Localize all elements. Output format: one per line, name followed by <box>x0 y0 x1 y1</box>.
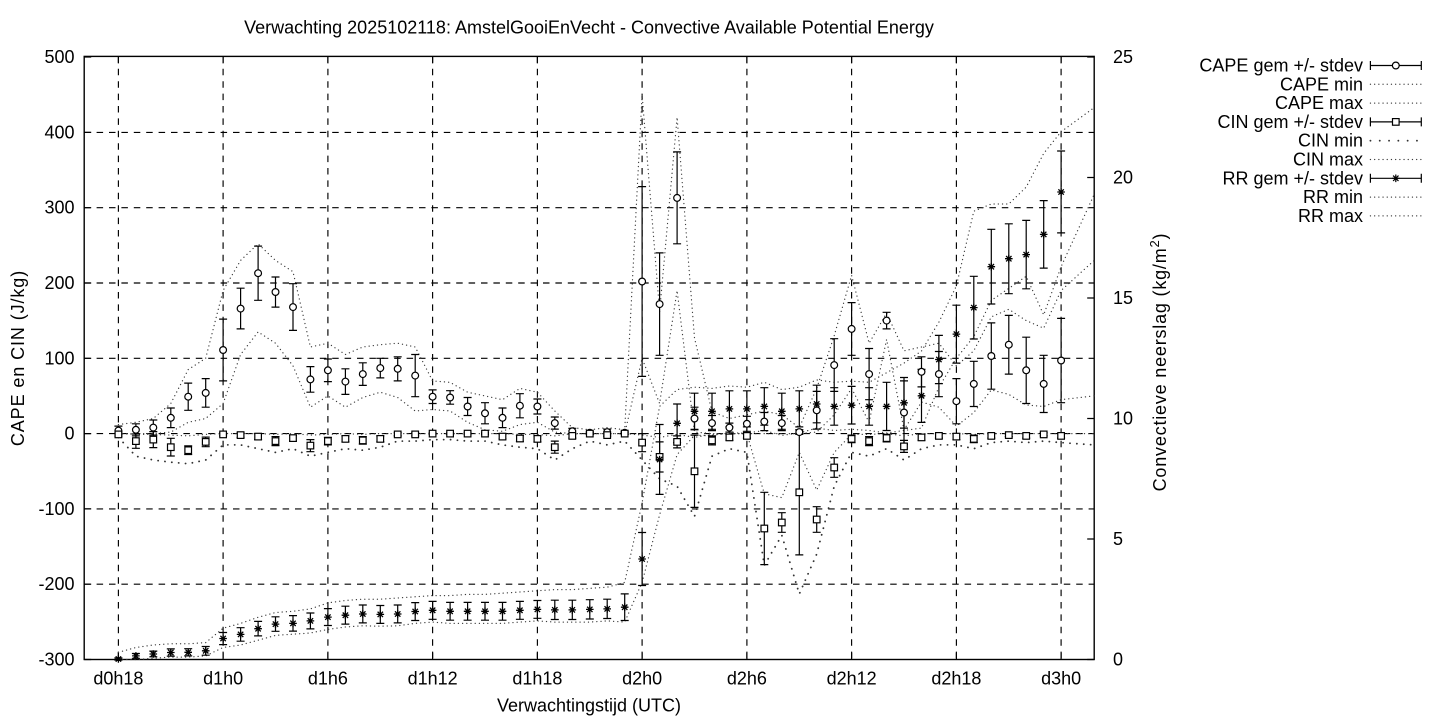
svg-text:d3h0: d3h0 <box>1041 669 1081 689</box>
svg-text:-100: -100 <box>38 499 74 519</box>
svg-text:d1h12: d1h12 <box>408 669 458 689</box>
svg-text:10: 10 <box>1113 409 1133 429</box>
svg-text:-300: -300 <box>38 650 74 670</box>
svg-text:d1h18: d1h18 <box>512 669 562 689</box>
svg-text:200: 200 <box>44 273 74 293</box>
svg-text:100: 100 <box>44 348 74 368</box>
svg-text:d2h6: d2h6 <box>727 669 767 689</box>
svg-text:CAPE en CIN (J/kg): CAPE en CIN (J/kg) <box>8 270 28 446</box>
svg-text:CAPE max: CAPE max <box>1275 93 1363 113</box>
svg-text:CAPE gem +/- stdev: CAPE gem +/- stdev <box>1199 56 1363 76</box>
svg-text:25: 25 <box>1113 47 1133 67</box>
svg-text:RR min: RR min <box>1303 187 1363 207</box>
svg-text:5: 5 <box>1113 529 1123 549</box>
svg-text:d1h0: d1h0 <box>203 669 243 689</box>
svg-text:Convectieve neerslag (kg/m2): Convectieve neerslag (kg/m2) <box>1147 233 1170 492</box>
svg-text:400: 400 <box>44 122 74 142</box>
svg-text:CIN max: CIN max <box>1293 150 1363 170</box>
svg-text:Verwachting 2025102118: Amstel: Verwachting 2025102118: AmstelGooiEnVech… <box>244 18 934 38</box>
svg-text:0: 0 <box>1113 650 1123 670</box>
svg-text:d2h12: d2h12 <box>827 669 877 689</box>
svg-text:Verwachtingstijd (UTC): Verwachtingstijd (UTC) <box>497 696 681 716</box>
svg-text:d1h6: d1h6 <box>308 669 348 689</box>
svg-text:500: 500 <box>44 47 74 67</box>
svg-text:15: 15 <box>1113 288 1133 308</box>
svg-text:CAPE min: CAPE min <box>1280 74 1363 94</box>
svg-text:d2h0: d2h0 <box>622 669 662 689</box>
svg-text:d0h18: d0h18 <box>93 669 143 689</box>
svg-text:0: 0 <box>64 424 74 444</box>
svg-text:RR max: RR max <box>1298 206 1363 226</box>
svg-text:RR gem +/- stdev: RR gem +/- stdev <box>1222 168 1363 188</box>
svg-text:CIN min: CIN min <box>1298 131 1363 151</box>
svg-text:d2h18: d2h18 <box>931 669 981 689</box>
svg-text:20: 20 <box>1113 168 1133 188</box>
svg-text:-200: -200 <box>38 574 74 594</box>
svg-text:300: 300 <box>44 198 74 218</box>
svg-text:CIN gem +/- stdev: CIN gem +/- stdev <box>1217 112 1363 132</box>
